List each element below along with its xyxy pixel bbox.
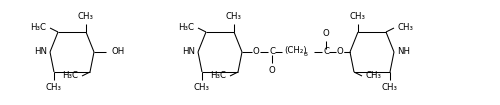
Text: CH₃: CH₃	[398, 24, 414, 33]
Text: OH: OH	[112, 47, 125, 56]
Text: O: O	[252, 47, 260, 56]
Text: CH₃: CH₃	[226, 12, 242, 21]
Text: CH₃: CH₃	[194, 83, 210, 92]
Text: HN: HN	[182, 47, 195, 56]
Text: (CH₂): (CH₂)	[284, 47, 308, 56]
Text: O: O	[336, 47, 344, 56]
Text: HN: HN	[34, 47, 47, 56]
Text: CH₃: CH₃	[46, 83, 62, 92]
Text: H₃C: H₃C	[62, 72, 78, 81]
Text: CH₃: CH₃	[350, 12, 366, 21]
Text: O: O	[322, 29, 330, 38]
Text: CH₃: CH₃	[382, 83, 398, 92]
Text: CH₃: CH₃	[366, 72, 382, 81]
Text: H₃C: H₃C	[30, 24, 46, 33]
Text: NH: NH	[397, 47, 410, 56]
Text: C: C	[323, 47, 329, 56]
Text: O: O	[268, 66, 276, 75]
Text: H₃C: H₃C	[210, 72, 226, 81]
Text: 8: 8	[304, 52, 308, 58]
Text: CH₃: CH₃	[78, 12, 94, 21]
Text: H₃C: H₃C	[178, 24, 194, 33]
Text: C: C	[269, 47, 275, 56]
